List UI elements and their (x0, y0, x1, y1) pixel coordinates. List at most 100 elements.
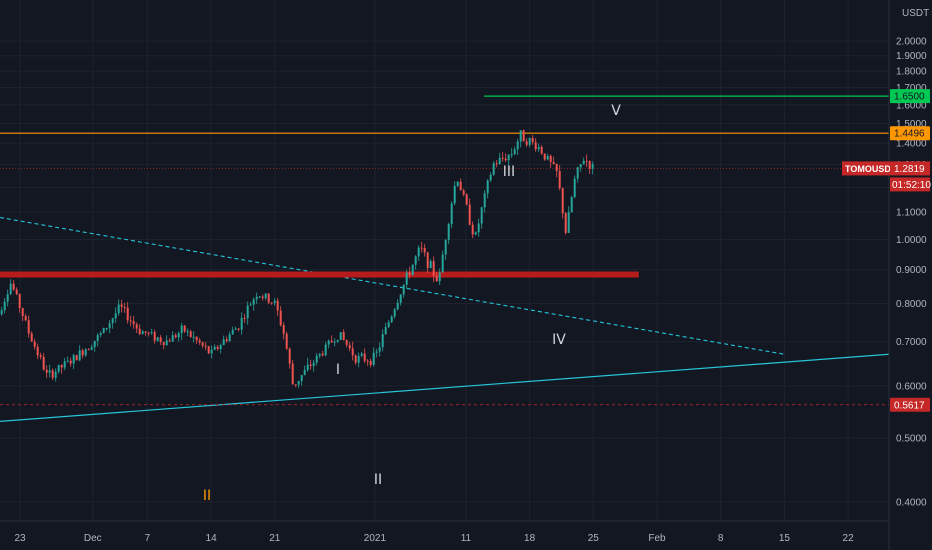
candle-body (204, 345, 207, 347)
price-tick: 0.5000 (896, 434, 927, 445)
candle-body (216, 346, 219, 350)
candle-body (345, 339, 348, 345)
candle-body (222, 339, 225, 346)
candle-body (486, 180, 489, 194)
candle-body (306, 364, 309, 370)
price-tick: 1.6000 (896, 100, 927, 111)
candle-body (258, 296, 261, 298)
wave-label-iii: III (503, 164, 515, 180)
candle-body (174, 335, 177, 338)
candle-body (138, 328, 141, 335)
wave-label-i: I (336, 362, 340, 378)
candle-body (585, 160, 588, 162)
drawings (0, 95, 890, 422)
candle-body (438, 272, 441, 282)
candle-body (414, 256, 417, 265)
candle-body (219, 345, 222, 350)
candle-body (30, 333, 33, 342)
candle-body (402, 284, 405, 295)
candle-body (177, 333, 180, 338)
candle-body (363, 353, 366, 361)
candle-body (369, 360, 372, 365)
candle-body (69, 360, 72, 364)
candle-body (342, 332, 345, 340)
candle-body (207, 346, 210, 354)
candle-body (375, 351, 378, 353)
candle-body (336, 339, 339, 342)
candle-body (279, 310, 282, 326)
candle-body (534, 142, 537, 150)
price-tick: 1.4000 (896, 139, 927, 150)
candle-body (51, 370, 54, 378)
candle-body (240, 317, 243, 330)
price-tick: 0.4000 (896, 498, 927, 509)
candle-body (423, 247, 426, 253)
wave-label-ii: II (374, 472, 382, 488)
candle-body (243, 317, 246, 319)
candle-body (333, 341, 336, 343)
candle-body (282, 325, 285, 334)
time-axis[interactable]: 23 Dec 7 14 21 2021 11 18 25 Feb 8 15 22 (14, 533, 854, 544)
candle-body (99, 333, 102, 336)
candle-body (531, 137, 534, 143)
wave-label-iv: IV (552, 332, 566, 348)
price-tick: 0.8000 (896, 299, 927, 310)
candle-body (261, 296, 264, 299)
price-axis[interactable]: 2.0000 1.9000 1.8000 1.7000 1.6000 1.5000 1.40… (896, 37, 927, 509)
candle-body (558, 171, 561, 189)
candle-body (417, 247, 420, 257)
candle-body (225, 339, 228, 342)
candle-body (237, 328, 240, 330)
candle-body (357, 355, 360, 363)
candle-body (123, 306, 126, 308)
time-tick: 22 (843, 533, 855, 544)
candle-body (528, 137, 531, 145)
green-level-tag: 1.6500 (894, 92, 925, 103)
candle-body (15, 289, 18, 295)
candle-body (510, 154, 513, 156)
candle-body (90, 347, 93, 350)
candle-body (84, 349, 87, 356)
candle-body (366, 360, 369, 362)
candle-body (39, 355, 42, 357)
candle-body (195, 336, 198, 341)
price-tick: 1.1000 (896, 208, 927, 219)
candle-body (210, 349, 213, 354)
green-level-tag-bg (890, 89, 930, 104)
candle-body (393, 309, 396, 317)
candle-body (75, 355, 78, 361)
candle-body (249, 304, 252, 306)
time-tick: 11 (461, 533, 472, 544)
candle-body (21, 307, 24, 317)
ascending-trendline (0, 353, 890, 422)
candle-body (87, 349, 90, 351)
candle-body (474, 232, 477, 235)
candle-body (444, 239, 447, 255)
candle-body (498, 157, 501, 164)
time-tick: Dec (84, 533, 102, 544)
candle-body (150, 331, 153, 333)
candle-body (198, 340, 201, 343)
candle-body (546, 155, 549, 160)
candle-body (288, 348, 291, 364)
candle-body (513, 149, 516, 155)
candle-body (465, 194, 468, 205)
time-tick: 25 (588, 533, 600, 544)
time-tick: Feb (648, 533, 666, 544)
candle-body (78, 350, 81, 361)
candle-body (330, 340, 333, 343)
candle-body (162, 342, 165, 346)
candle-body (117, 304, 120, 314)
candle-body (189, 331, 192, 337)
candle-body (96, 335, 99, 341)
candle-body (57, 364, 60, 372)
candle-body (135, 324, 138, 329)
candle-body (93, 340, 96, 348)
candle-body (471, 224, 474, 235)
candle-body (12, 283, 15, 290)
candle-body (495, 163, 498, 165)
candle-body (588, 160, 591, 169)
candle-body (522, 130, 525, 142)
